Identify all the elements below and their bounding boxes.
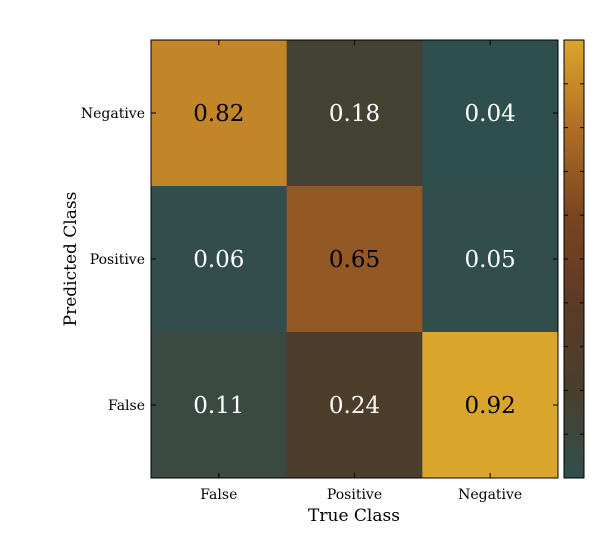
heatmap-cell <box>151 332 288 479</box>
cell-value-label: 0.82 <box>193 101 244 127</box>
cell-value-label: 0.11 <box>193 393 244 419</box>
y-axis-label: Predicted Class <box>61 192 81 327</box>
cell-value-label: 0.04 <box>465 101 516 127</box>
x-tick-label: False <box>200 487 237 503</box>
axis-tick-labels: False Positive Negative Negative Positive Fal… <box>81 106 522 503</box>
cell-value-label: 0.24 <box>329 393 380 419</box>
cell-value-label: 0.18 <box>329 101 380 127</box>
x-tick-label: Negative <box>458 487 522 503</box>
cell-value-label: 0.65 <box>329 247 380 273</box>
heatmap-cell <box>286 186 423 333</box>
x-tick-label: Positive <box>327 487 382 503</box>
heatmap-cell <box>422 332 559 479</box>
heatmap-cell <box>286 332 423 479</box>
cell-value-label: 0.92 <box>465 393 516 419</box>
heatmap-cells <box>151 40 559 479</box>
axis-ticks <box>151 40 558 478</box>
cell-value-label: 0.06 <box>193 247 244 273</box>
y-tick-label: Negative <box>81 106 145 122</box>
x-axis-label: True Class <box>308 506 400 526</box>
heatmap-cell <box>422 40 559 187</box>
heatmap-cell <box>151 186 288 333</box>
y-tick-label: Positive <box>90 252 145 268</box>
heatmap-cell <box>151 40 288 187</box>
cell-value-label: 0.05 <box>465 247 516 273</box>
y-tick-label: False <box>108 398 145 414</box>
colorbar-ticks <box>564 83 584 435</box>
heatmap-cell <box>286 40 423 187</box>
heatmap-cell <box>422 186 559 333</box>
heatmap-value-labels: 0.82 0.18 0.04 0.06 0.65 0.05 0.11 0.24 0.92 <box>193 101 516 419</box>
